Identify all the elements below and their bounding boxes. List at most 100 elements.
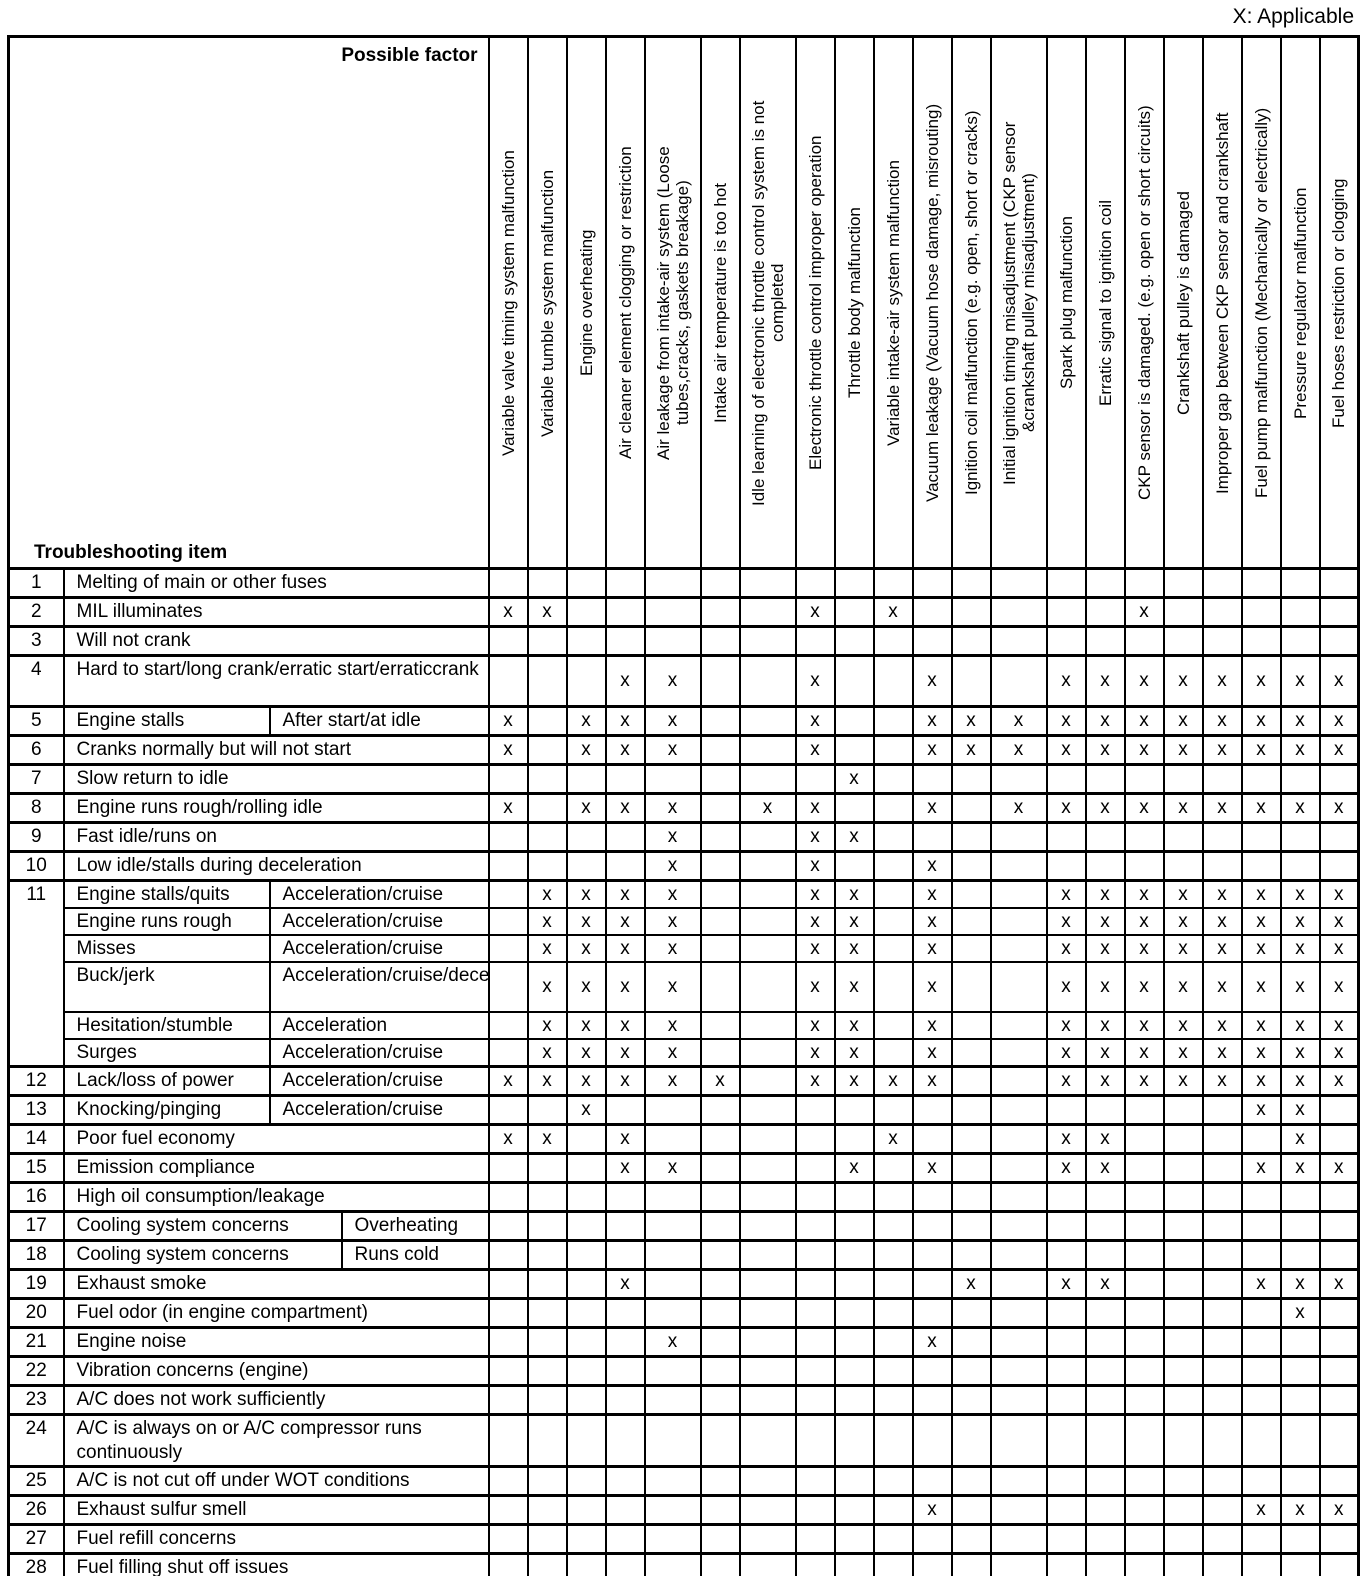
matrix-cell (1162, 1465, 1204, 1497)
matrix-cell (1162, 1523, 1204, 1555)
matrix-cell (1123, 1326, 1165, 1358)
matrix-cell: x (1279, 734, 1321, 766)
matrix-cell (833, 1297, 875, 1329)
matrix-cell: x (1201, 934, 1243, 963)
matrix-cell: x (1123, 734, 1165, 766)
troubleshooting-item-label: Troubleshooting item (34, 542, 228, 563)
matrix-cell (1318, 1465, 1360, 1497)
row-item: Vibration concerns (engine) (62, 1355, 490, 1387)
matrix-cell (872, 567, 914, 599)
matrix-cell (1279, 1181, 1321, 1213)
matrix-cell: x (1162, 907, 1204, 936)
row-item: Cooling system concerns (62, 1210, 343, 1242)
matrix-cell (1084, 596, 1126, 628)
matrix-cell (604, 1384, 646, 1416)
matrix-cell (950, 1326, 992, 1358)
matrix-cell (1279, 1210, 1321, 1242)
matrix-cell (950, 1038, 992, 1068)
matrix-cell: x (604, 1011, 646, 1040)
matrix-cell (950, 1123, 992, 1155)
matrix-cell (699, 1384, 741, 1416)
matrix-cell (794, 1552, 836, 1576)
factor-column-label: Variable intake-air system malfunction (883, 160, 903, 446)
matrix-cell (1045, 1465, 1087, 1497)
factor-column-label: Air leakage from intake-air system (Loos… (653, 146, 692, 460)
matrix-cell (1279, 1355, 1321, 1387)
matrix-cell (833, 567, 875, 599)
matrix-cell: x (1318, 1038, 1360, 1068)
matrix-cell: x (872, 1065, 914, 1097)
matrix-cell: x (643, 934, 702, 963)
matrix-cell (1123, 1210, 1165, 1242)
matrix-cell (1240, 1297, 1282, 1329)
matrix-cell (699, 934, 741, 963)
matrix-cell (989, 763, 1048, 795)
matrix-cell (1201, 1326, 1243, 1358)
matrix-cell (643, 596, 702, 628)
matrix-cell (950, 1297, 992, 1329)
matrix-cell (738, 654, 797, 708)
matrix-cell (604, 763, 646, 795)
matrix-cell (1318, 1123, 1360, 1155)
matrix-cell (950, 567, 992, 599)
matrix-cell (794, 1181, 836, 1213)
factor-column-header: Spark plug malfunction (1045, 35, 1087, 570)
matrix-cell (1201, 1210, 1243, 1242)
matrix-cell (1045, 1355, 1087, 1387)
matrix-cell (1084, 1552, 1126, 1576)
matrix-cell: x (1084, 1152, 1126, 1184)
matrix-cell (526, 763, 568, 795)
matrix-cell (604, 1465, 646, 1497)
matrix-cell: x (1201, 907, 1243, 936)
row-item: A/C does not work sufficiently (62, 1384, 490, 1416)
matrix-cell (1240, 1239, 1282, 1271)
matrix-cell: x (833, 907, 875, 936)
matrix-cell (1318, 1094, 1360, 1126)
matrix-cell (738, 934, 797, 963)
row-number: 7 (7, 763, 65, 795)
matrix-cell (1318, 1523, 1360, 1555)
matrix-cell: x (794, 961, 836, 1013)
matrix-cell: x (1318, 1065, 1360, 1097)
matrix-cell: x (1123, 654, 1165, 708)
matrix-cell (738, 763, 797, 795)
matrix-cell (989, 1465, 1048, 1497)
matrix-cell (487, 1523, 529, 1555)
matrix-cell (872, 1494, 914, 1526)
factor-column-header: Erratic signal to ignition coil (1084, 35, 1126, 570)
matrix-cell: x (487, 1065, 529, 1097)
matrix-cell (699, 763, 741, 795)
row-condition: Acceleration/cruise (268, 907, 490, 936)
matrix-cell (1318, 596, 1360, 628)
matrix-cell (989, 907, 1048, 936)
matrix-cell: x (1279, 961, 1321, 1013)
matrix-cell: x (526, 907, 568, 936)
matrix-cell: x (643, 821, 702, 853)
matrix-cell (872, 792, 914, 824)
matrix-cell (1045, 1494, 1087, 1526)
matrix-cell (872, 1297, 914, 1329)
matrix-cell (1279, 1239, 1321, 1271)
matrix-cell: x (526, 1038, 568, 1068)
matrix-cell: x (911, 1494, 953, 1526)
matrix-cell (1162, 1268, 1204, 1300)
matrix-cell: x (1162, 961, 1204, 1013)
matrix-cell (738, 1523, 797, 1555)
matrix-cell (738, 821, 797, 853)
matrix-cell: x (604, 1123, 646, 1155)
matrix-cell: x (1162, 734, 1204, 766)
matrix-cell (738, 1152, 797, 1184)
matrix-cell (699, 1152, 741, 1184)
row-item: Engine stalls (62, 705, 271, 737)
matrix-cell (950, 1413, 992, 1468)
row-condition: Acceleration/cruise (268, 1094, 490, 1126)
matrix-cell (1123, 1181, 1165, 1213)
matrix-cell (738, 596, 797, 628)
matrix-cell (1123, 1297, 1165, 1329)
matrix-cell: x (738, 792, 797, 824)
matrix-cell (565, 1494, 607, 1526)
matrix-cell (565, 1523, 607, 1555)
matrix-cell (643, 1355, 702, 1387)
matrix-cell (989, 654, 1048, 708)
factor-column-label: Fuel pump malfunction (Mechanically or e… (1251, 107, 1271, 499)
